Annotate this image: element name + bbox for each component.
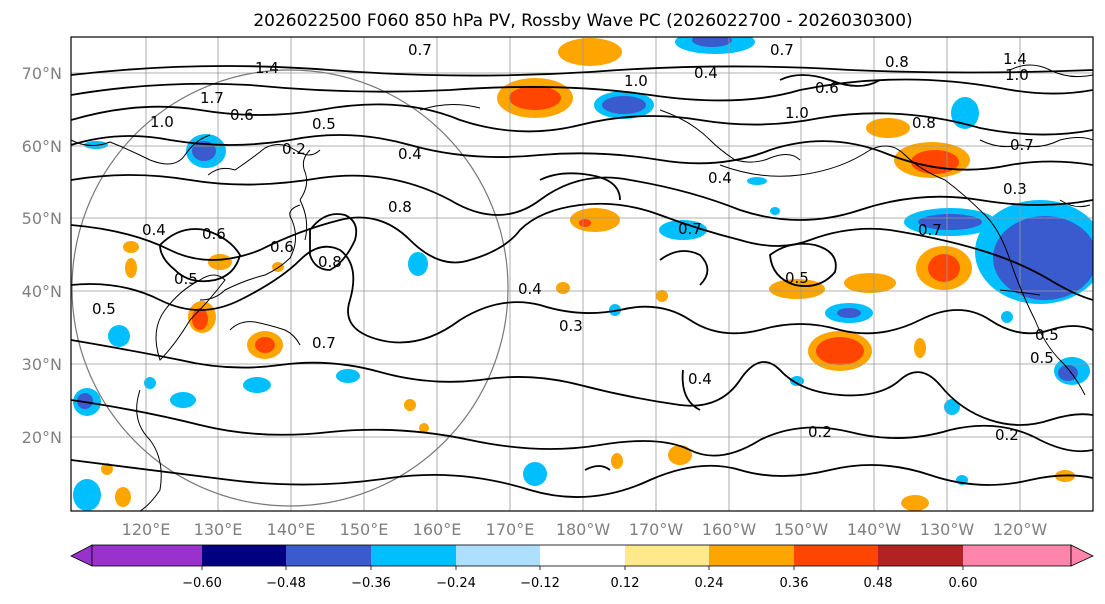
lon-tick-label: 170°W (629, 520, 684, 539)
contour-label: 0.2 (808, 423, 832, 441)
lat-tick-label: 50°N (22, 209, 62, 228)
colorbar-tick-label: −0.60 (182, 576, 222, 591)
contour-label: 1.7 (200, 89, 224, 107)
lon-tick-label: 170°E (486, 520, 535, 539)
contour-label: 0.2 (995, 426, 1019, 444)
colorbar-min-extension (70, 544, 93, 567)
contour-label: 0.7 (312, 334, 336, 352)
lon-tick-label: 140°W (847, 520, 902, 539)
contour-label: 1.0 (150, 113, 174, 131)
contour-label: 1.0 (785, 104, 809, 122)
contour-label: 1.0 (1005, 66, 1029, 84)
colorbar-segment (540, 545, 625, 566)
contour-label: 0.8 (318, 253, 342, 271)
colorbar: −0.60 −0.48 −0.36 −0.24 −0.12 0.12 0.24 … (70, 544, 1094, 591)
lat-tick-label: 70°N (22, 64, 62, 83)
contour-label: 0.7 (770, 41, 794, 59)
contour-label: 0.7 (678, 220, 702, 238)
colorbar-segment (456, 545, 540, 566)
colorbar-segment (709, 545, 794, 566)
lat-tick-label: 30°N (22, 355, 62, 374)
map-frame (70, 36, 1094, 512)
colorbar-max-extension (1070, 544, 1094, 567)
contour-labels: 0.7 1.4 1.0 1.7 0.6 0.5 0.2 0.4 0.8 0.4 … (92, 41, 1059, 444)
colorbar-tick-label: −0.48 (266, 576, 306, 591)
contour-label: 0.7 (918, 221, 942, 239)
colorbar-segment (202, 545, 286, 566)
contour-label: 0.5 (312, 115, 336, 133)
colorbar-segment (794, 545, 878, 566)
pv-contours (71, 65, 1093, 498)
contour-label: 0.4 (688, 370, 712, 388)
contour-label: 0.5 (174, 270, 198, 288)
colorbar-tick-label: 0.60 (949, 576, 978, 591)
contour-label: 0.4 (694, 64, 718, 82)
contour-label: 0.8 (388, 198, 412, 216)
lon-tick-label: 120°W (993, 520, 1048, 539)
contour-label: 0.2 (282, 140, 306, 158)
coastlines (71, 64, 1093, 511)
contour-label: 1.4 (1003, 50, 1027, 68)
lon-tick-label: 130°E (194, 520, 243, 539)
colorbar-tick-label: 0.24 (695, 576, 724, 591)
colorbar-segment (286, 545, 371, 566)
lat-tick-label: 60°N (22, 137, 62, 156)
lat-tick-label: 20°N (22, 428, 62, 447)
contour-label: 0.6 (270, 238, 294, 256)
colorbar-segment (92, 545, 202, 566)
colorbar-tick-label: −0.36 (351, 576, 391, 591)
contour-label: 0.7 (408, 41, 432, 59)
contour-label: 0.5 (92, 300, 116, 318)
lon-tick-label: 150°W (774, 520, 829, 539)
figure-title: 2026022500 F060 850 hPa PV, Rossby Wave … (253, 11, 912, 31)
colorbar-tick-label: −0.12 (520, 576, 560, 591)
contour-label: 0.6 (202, 225, 226, 243)
contour-label: 0.4 (708, 169, 732, 187)
reference-circle (71, 69, 509, 507)
contour-label: 0.5 (1030, 349, 1054, 367)
lon-tick-label: 160°E (413, 520, 462, 539)
colorbar-segment (963, 545, 1071, 566)
lon-tick-label: 160°W (702, 520, 757, 539)
contour-label: 1.0 (624, 72, 648, 90)
colorbar-tick-label: 0.48 (864, 576, 893, 591)
contour-label: 0.5 (1035, 326, 1059, 344)
colorbar-tick-label: 0.36 (780, 576, 809, 591)
contour-label: 1.4 (255, 59, 279, 77)
contour-label: 0.4 (142, 221, 166, 239)
colorbar-segment (625, 545, 709, 566)
lon-tick-label: 120°E (122, 520, 171, 539)
lon-tick-label: 150°E (340, 520, 389, 539)
contour-label: 0.7 (1010, 136, 1034, 154)
colorbar-segment (371, 545, 456, 566)
lon-tick-label: 180°W (556, 520, 611, 539)
colorbar-tick-label: −0.24 (436, 576, 476, 591)
map-plot-area: 0.7 1.4 1.0 1.7 0.6 0.5 0.2 0.4 0.8 0.4 … (71, 37, 1093, 511)
contour-label: 0.6 (230, 106, 254, 124)
lon-axis: 120°E 130°E 140°E 150°E 160°E 170°E 180°… (122, 520, 1048, 539)
contour-label: 0.3 (559, 317, 583, 335)
contour-label: 0.6 (815, 79, 839, 97)
contour-label: 0.8 (912, 114, 936, 132)
lon-tick-label: 140°E (267, 520, 316, 539)
contour-label: 0.8 (885, 53, 909, 71)
contour-label: 0.5 (785, 269, 809, 287)
lon-tick-label: 130°W (920, 520, 975, 539)
contour-label: 0.4 (398, 145, 422, 163)
lat-axis: 70°N 60°N 50°N 40°N 30°N 20°N (22, 64, 62, 447)
lat-tick-label: 40°N (22, 282, 62, 301)
colorbar-tick-label: 0.12 (611, 576, 640, 591)
graticule (71, 37, 1093, 511)
contour-label: 0.4 (518, 280, 542, 298)
colorbar-segment (878, 545, 963, 566)
contour-label: 0.3 (1003, 180, 1027, 198)
